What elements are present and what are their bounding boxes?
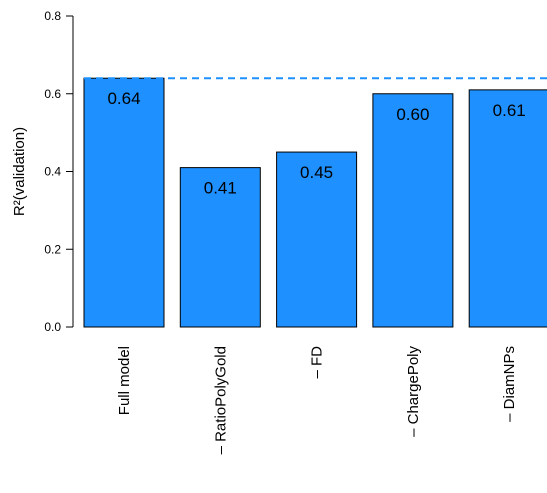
data-label-0: 0.64 [107,89,140,108]
bar-0 [83,77,165,328]
data-label-4: 0.61 [493,101,526,120]
y-tick-label-3: 0.6 [44,87,61,101]
y-tick-label-2: 0.4 [44,165,61,179]
y-tick-label-0: 0.0 [44,320,61,334]
category-label-0: Full model [116,346,133,415]
y-axis: 0.0 0.2 0.4 0.6 0.8 [44,9,74,334]
data-label-3: 0.60 [396,105,429,124]
bar-1 [179,167,261,328]
category-label-3: – ChargePoly [405,346,422,437]
bar-4 [468,89,547,328]
bar-3 [372,93,454,328]
data-labels-group: 0.64 0.41 0.45 0.60 0.61 [107,89,525,197]
x-axis-labels: Full model – RatioPolyGold – FD – ChargePol… [116,346,518,455]
category-label-2: – FD [309,346,326,379]
category-label-1: – RatioPolyGold [212,346,229,454]
category-label-4: – DiamNPs [501,346,518,422]
y-tick-label-4: 0.8 [44,9,61,23]
data-label-1: 0.41 [204,179,237,198]
y-axis-title: R²(validation) [11,127,28,216]
data-label-2: 0.45 [300,163,333,182]
bar-2 [276,151,358,328]
y-tick-label-1: 0.2 [44,242,61,256]
bars-group [83,77,547,328]
